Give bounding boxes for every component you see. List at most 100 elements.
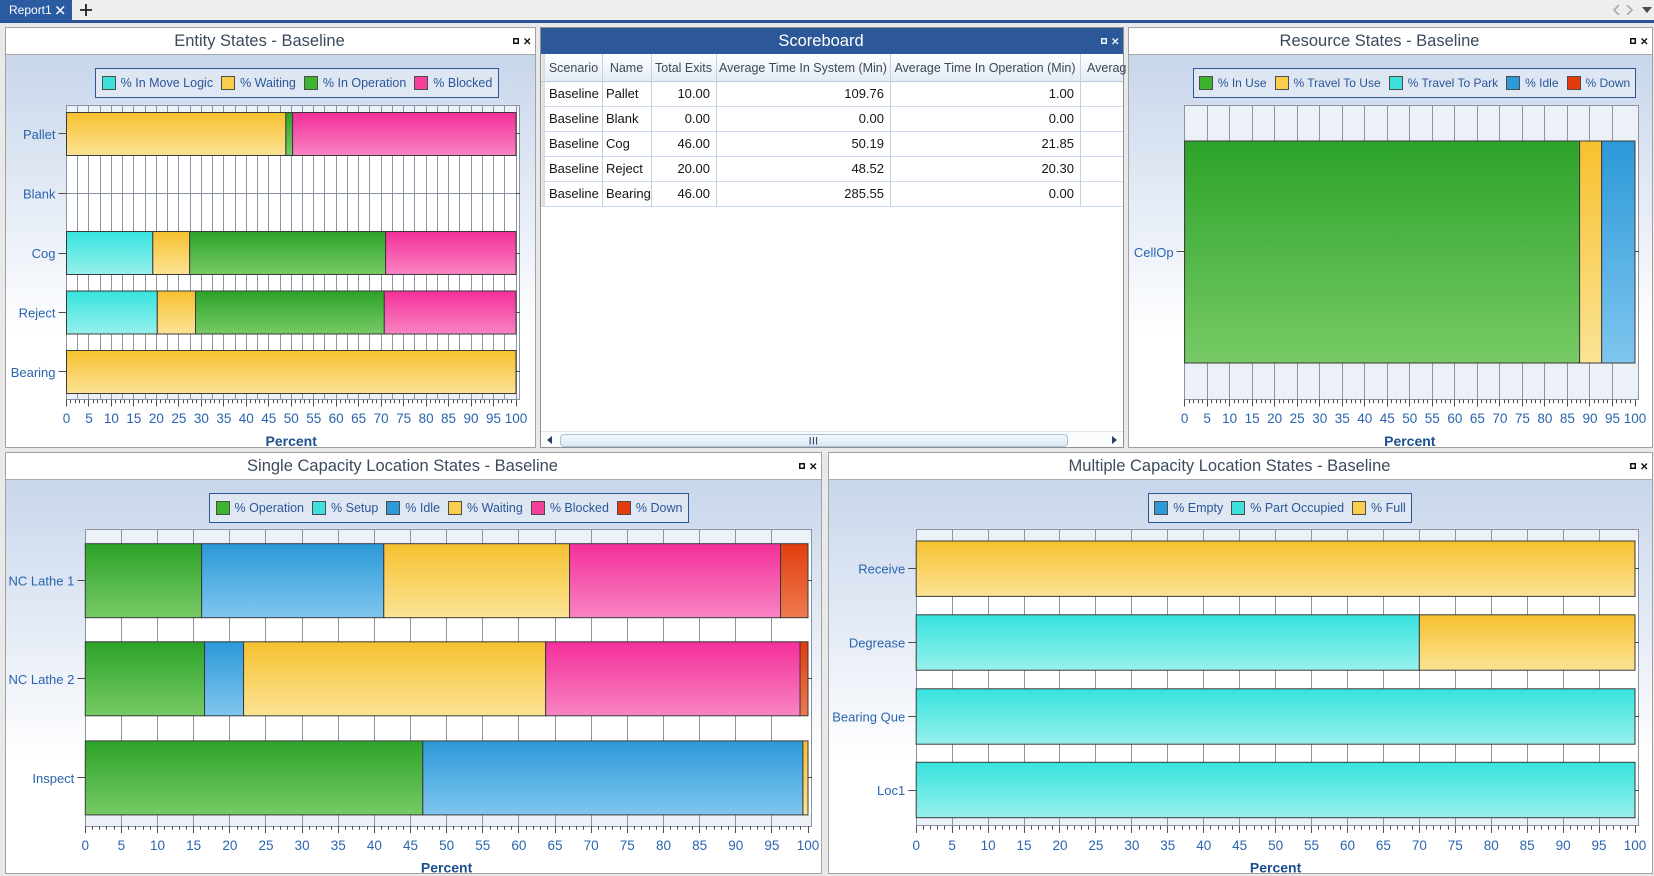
svg-text:15: 15: [186, 838, 201, 853]
svg-text:80: 80: [1484, 838, 1499, 853]
svg-text:Percent: Percent: [266, 433, 318, 446]
svg-text:70: 70: [1412, 838, 1427, 853]
svg-text:95: 95: [486, 411, 501, 426]
svg-text:100: 100: [1624, 411, 1647, 426]
svg-text:45: 45: [1232, 838, 1247, 853]
svg-text:45: 45: [1380, 411, 1395, 426]
svg-text:40: 40: [1357, 411, 1372, 426]
svg-text:0: 0: [63, 411, 71, 426]
svg-text:80: 80: [656, 838, 671, 853]
svg-text:20: 20: [149, 411, 164, 426]
svg-text:40: 40: [367, 838, 382, 853]
svg-text:15: 15: [126, 411, 141, 426]
svg-text:35: 35: [1160, 838, 1175, 853]
svg-text:Reject: Reject: [19, 306, 56, 321]
svg-text:20: 20: [1267, 411, 1282, 426]
svg-text:60: 60: [329, 411, 344, 426]
svg-text:Receive: Receive: [858, 562, 905, 577]
svg-text:95: 95: [1605, 411, 1620, 426]
svg-text:15: 15: [1245, 411, 1260, 426]
svg-text:95: 95: [1592, 838, 1607, 853]
svg-text:NC Lathe 2: NC Lathe 2: [9, 672, 75, 687]
svg-text:100: 100: [1624, 838, 1647, 853]
svg-text:CellOp: CellOp: [1134, 245, 1174, 260]
svg-text:80: 80: [1537, 411, 1552, 426]
svg-text:40: 40: [239, 411, 254, 426]
svg-text:25: 25: [1290, 411, 1305, 426]
svg-text:55: 55: [1425, 411, 1440, 426]
svg-text:35: 35: [331, 838, 346, 853]
svg-text:25: 25: [258, 838, 273, 853]
svg-text:90: 90: [464, 411, 479, 426]
svg-text:65: 65: [351, 411, 366, 426]
svg-text:75: 75: [1515, 411, 1530, 426]
svg-text:90: 90: [1582, 411, 1597, 426]
svg-text:30: 30: [1124, 838, 1139, 853]
svg-text:95: 95: [764, 838, 779, 853]
svg-text:75: 75: [396, 411, 411, 426]
svg-text:60: 60: [1340, 838, 1355, 853]
svg-text:55: 55: [1304, 838, 1319, 853]
svg-text:Bearing Que: Bearing Que: [832, 710, 905, 725]
svg-text:70: 70: [1492, 411, 1507, 426]
svg-text:5: 5: [118, 838, 126, 853]
svg-text:85: 85: [1520, 838, 1535, 853]
svg-text:30: 30: [194, 411, 209, 426]
svg-text:Cog: Cog: [32, 246, 56, 261]
svg-text:25: 25: [171, 411, 186, 426]
svg-text:0: 0: [912, 838, 920, 853]
svg-text:Loc1: Loc1: [877, 783, 905, 798]
svg-text:40: 40: [1196, 838, 1211, 853]
svg-text:65: 65: [1470, 411, 1485, 426]
svg-text:90: 90: [1556, 838, 1571, 853]
svg-text:0: 0: [1181, 411, 1189, 426]
svg-text:85: 85: [692, 838, 707, 853]
svg-text:Pallet: Pallet: [23, 127, 56, 142]
svg-text:80: 80: [419, 411, 434, 426]
svg-text:20: 20: [222, 838, 237, 853]
svg-text:100: 100: [505, 411, 528, 426]
svg-text:60: 60: [511, 838, 526, 853]
svg-text:25: 25: [1088, 838, 1103, 853]
svg-text:50: 50: [1402, 411, 1417, 426]
svg-text:65: 65: [548, 838, 563, 853]
svg-text:70: 70: [584, 838, 599, 853]
svg-text:10: 10: [104, 411, 119, 426]
svg-text:70: 70: [374, 411, 389, 426]
svg-text:Degrease: Degrease: [849, 636, 905, 651]
svg-text:55: 55: [475, 838, 490, 853]
svg-text:90: 90: [728, 838, 743, 853]
svg-text:50: 50: [439, 838, 454, 853]
svg-text:5: 5: [85, 411, 93, 426]
svg-text:75: 75: [1448, 838, 1463, 853]
svg-text:45: 45: [403, 838, 418, 853]
svg-text:Bearing: Bearing: [11, 365, 56, 380]
svg-text:Percent: Percent: [1250, 860, 1302, 875]
svg-text:50: 50: [1268, 838, 1283, 853]
svg-text:Percent: Percent: [421, 860, 473, 875]
svg-text:5: 5: [948, 838, 956, 853]
svg-text:75: 75: [620, 838, 635, 853]
svg-text:45: 45: [261, 411, 276, 426]
svg-text:55: 55: [306, 411, 321, 426]
svg-text:50: 50: [284, 411, 299, 426]
svg-text:Percent: Percent: [1384, 433, 1436, 446]
svg-text:10: 10: [981, 838, 996, 853]
svg-text:Blank: Blank: [23, 187, 56, 202]
svg-text:NC Lathe 1: NC Lathe 1: [9, 574, 75, 589]
svg-text:60: 60: [1447, 411, 1462, 426]
svg-text:0: 0: [82, 838, 90, 853]
svg-text:85: 85: [441, 411, 456, 426]
svg-text:65: 65: [1376, 838, 1391, 853]
svg-text:35: 35: [216, 411, 231, 426]
svg-text:100: 100: [797, 838, 820, 853]
svg-text:85: 85: [1560, 411, 1575, 426]
svg-text:30: 30: [1312, 411, 1327, 426]
svg-text:5: 5: [1203, 411, 1211, 426]
svg-text:10: 10: [150, 838, 165, 853]
svg-text:20: 20: [1052, 838, 1067, 853]
svg-text:30: 30: [295, 838, 310, 853]
svg-text:35: 35: [1335, 411, 1350, 426]
svg-text:10: 10: [1222, 411, 1237, 426]
svg-text:Inspect: Inspect: [32, 771, 74, 786]
